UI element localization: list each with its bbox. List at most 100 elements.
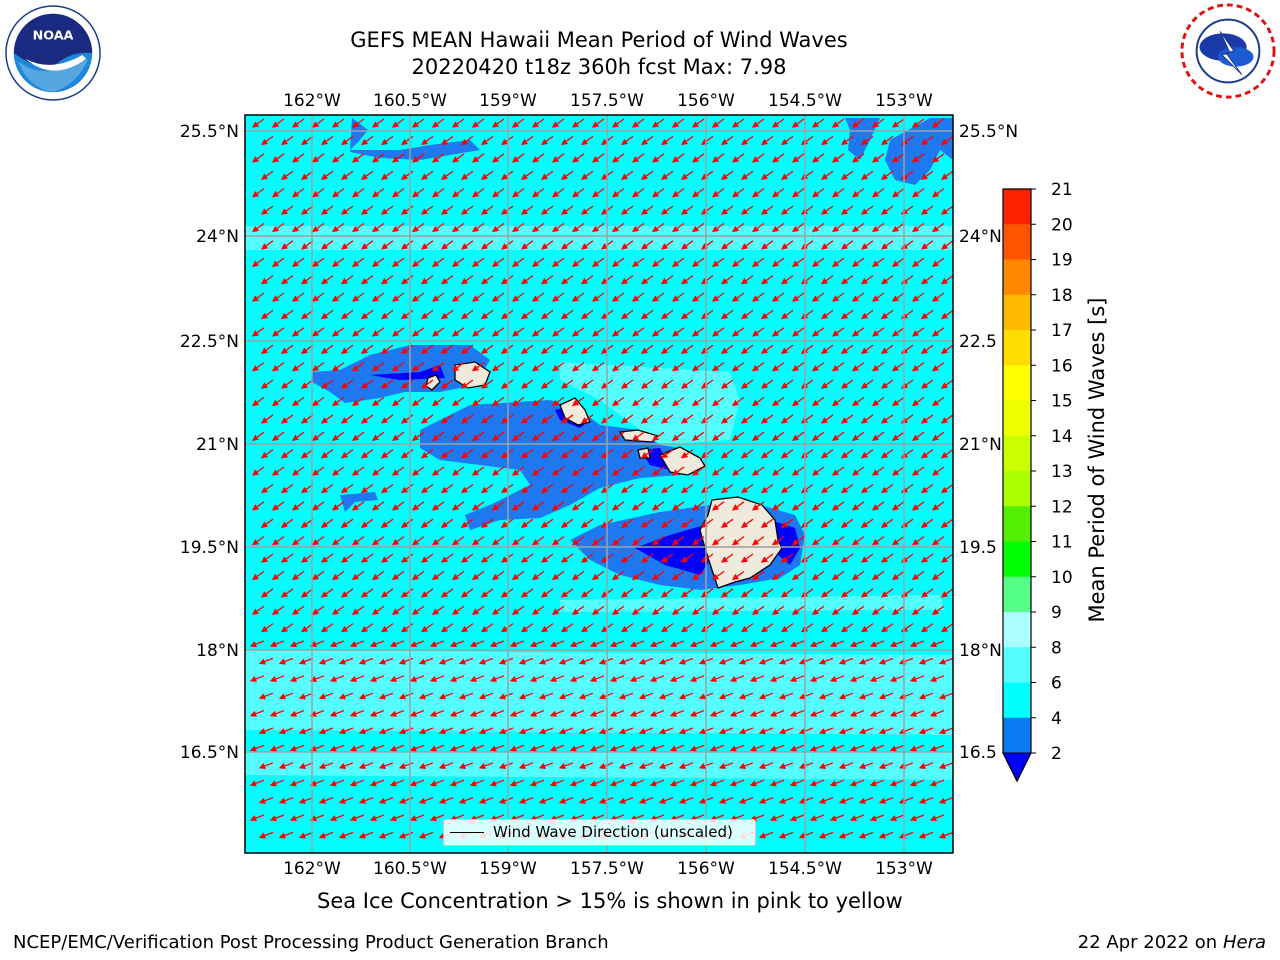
wind-arrow — [380, 483, 394, 494]
wind-arrow — [371, 466, 385, 476]
wind-arrow — [631, 501, 645, 511]
legend-label: Wind Wave Direction (unscaled) — [493, 823, 733, 841]
wind-arrow — [400, 240, 414, 250]
wind-arrow — [391, 501, 405, 511]
lon-label-bottom: 159°W — [479, 859, 537, 879]
wind-arrow — [720, 483, 734, 494]
longitude-labels-top: 162°W 160.5°W 159°W 157.5°W 156°W 154.5°W 153°… — [283, 91, 933, 111]
wind-arrow — [591, 327, 605, 337]
wind-arrow — [311, 153, 325, 163]
wind-arrow — [731, 431, 745, 441]
wind-arrow — [360, 309, 374, 320]
wind-arrow — [871, 153, 885, 163]
wind-arrow — [371, 292, 385, 302]
wind-arrow — [431, 327, 445, 337]
wind-arrow — [740, 449, 754, 459]
colorbar-tick-label: 4 — [1051, 709, 1062, 729]
wind-arrow — [840, 449, 854, 459]
wind-arrow — [760, 135, 774, 146]
wind-arrow — [631, 327, 645, 337]
wind-arrow — [831, 222, 845, 233]
wind-arrow — [571, 327, 585, 337]
wind-arrow — [311, 292, 325, 302]
wind-arrow — [431, 501, 445, 511]
wind-arrow — [751, 327, 765, 337]
wind-arrow — [440, 170, 454, 180]
wind-arrow — [731, 222, 745, 233]
wind-arrow — [380, 414, 394, 424]
wind-arrow — [691, 501, 705, 511]
wind-arrow — [280, 449, 294, 459]
colorbar-segment — [1003, 682, 1031, 719]
wind-arrow — [291, 536, 305, 546]
wind-arrow — [631, 396, 645, 407]
wind-arrow — [880, 449, 894, 459]
wind-arrow — [791, 118, 805, 128]
wind-arrow — [251, 362, 265, 372]
wind-arrow — [451, 257, 465, 267]
wind-arrow — [460, 240, 474, 250]
wind-arrow — [940, 275, 953, 285]
wind-arrow — [860, 483, 874, 494]
colorbar-segment — [1003, 435, 1031, 472]
wind-arrow — [400, 379, 414, 389]
island-hawaii-big — [699, 496, 783, 589]
wind-arrow — [860, 309, 874, 320]
wind-arrow — [720, 205, 734, 215]
wind-arrow — [560, 240, 574, 250]
wind-arrow — [480, 344, 494, 354]
wind-arrow — [631, 431, 645, 441]
wind-arrow — [551, 536, 565, 546]
wind-arrow — [740, 379, 754, 389]
chart-title: GEFS MEAN Hawaii Mean Period of Wind Wav… — [350, 28, 848, 52]
wind-arrow — [420, 240, 434, 250]
wind-arrow — [780, 414, 794, 424]
wind-arrow — [380, 205, 394, 215]
wind-arrow — [880, 205, 894, 215]
wind-arrow — [911, 396, 925, 407]
wind-arrow — [431, 257, 445, 267]
footer-host: Hera — [1222, 932, 1266, 953]
wind-arrow — [380, 135, 394, 146]
wind-arrow — [560, 135, 574, 146]
wind-arrow — [720, 309, 734, 320]
wind-arrow — [700, 483, 714, 494]
wind-arrow — [611, 431, 625, 441]
wind-arrow — [631, 536, 645, 546]
wind-arrow — [671, 118, 685, 128]
wind-arrow — [931, 153, 945, 163]
wind-arrow — [560, 379, 574, 389]
wind-arrow — [871, 257, 885, 267]
wind-arrow — [731, 188, 745, 198]
wind-arrow — [571, 431, 585, 441]
wind-arrow — [780, 275, 794, 285]
wind-arrow — [320, 414, 334, 424]
wind-arrow — [931, 188, 945, 198]
lon-label-top: 157.5°W — [570, 91, 644, 111]
wind-arrow — [460, 275, 474, 285]
wind-arrow — [611, 257, 625, 267]
wind-arrow — [731, 257, 745, 267]
wind-arrow — [471, 396, 485, 407]
island-maui — [659, 446, 706, 476]
wind-arrow — [511, 188, 525, 198]
wind-arrow — [520, 379, 534, 389]
lat-label-right: 18°N — [959, 641, 1002, 661]
wind-arrow — [851, 292, 865, 302]
wind-arrow — [291, 188, 305, 198]
lon-label-top: 162°W — [283, 91, 341, 111]
wind-arrow — [860, 518, 874, 528]
wind-arrow — [331, 396, 345, 407]
wind-arrow — [591, 536, 605, 546]
wind-arrow — [551, 257, 565, 267]
wind-arrow — [671, 188, 685, 198]
wind-arrow — [391, 257, 405, 267]
wind-arrow — [251, 431, 265, 441]
wind-arrow — [571, 188, 585, 198]
wind-arrow — [540, 205, 554, 215]
wind-arrow — [540, 344, 554, 354]
wind-arrow — [760, 414, 774, 424]
wind-arrow — [271, 466, 285, 476]
wind-arrow — [551, 362, 565, 372]
wind-arrow — [840, 309, 854, 320]
